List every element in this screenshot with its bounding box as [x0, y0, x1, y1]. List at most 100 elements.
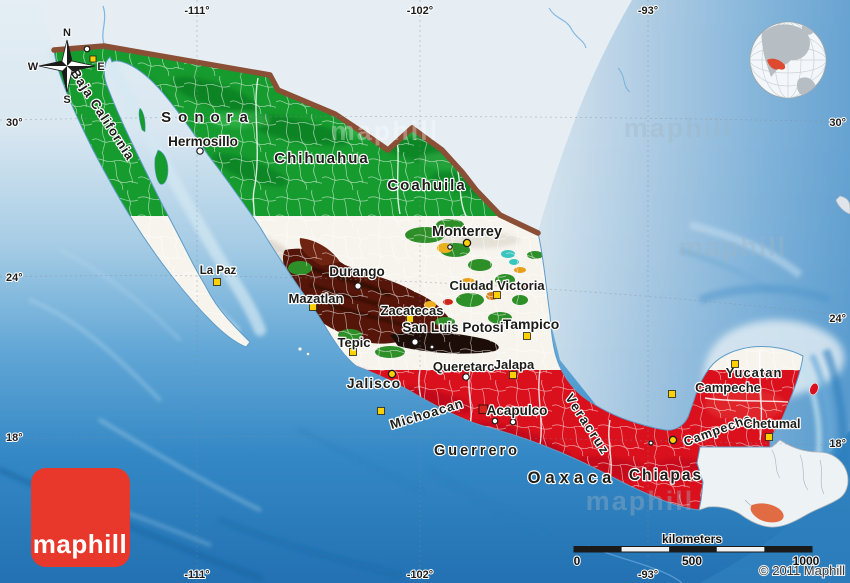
- state-label-chiapas: Chiapas: [629, 467, 703, 484]
- lon-label-bottom: -102°: [407, 569, 433, 581]
- state-label-sonora: Sonora: [161, 109, 255, 126]
- copyright-notice: © 2011 Maphill: [759, 563, 845, 578]
- colorado-river: [102, 5, 106, 45]
- city-label-tampico: Tampico: [503, 316, 560, 332]
- city-marker-queretaro: [462, 373, 470, 381]
- city-marker-small: [648, 440, 654, 446]
- lat-label-left: 30°: [6, 117, 23, 129]
- watermark-text: maphill: [624, 113, 733, 143]
- city-label-zacatecas: Zacatecas: [381, 303, 444, 318]
- islands: [138, 107, 819, 396]
- city-marker-guadalajara: [387, 369, 397, 379]
- watermark-text: maphill: [679, 232, 788, 262]
- town-marker-tampico: [523, 332, 531, 340]
- state-label-coahuila: Coahuila: [387, 177, 466, 194]
- scale-bar: kilometers 0 500 1000: [573, 531, 821, 569]
- town-marker-mazatlan: [309, 303, 317, 311]
- scale-tick-500: 500: [682, 554, 702, 568]
- edge-labels: -111° -102° -93° -111° -102° -93° 30° 24…: [5, 4, 847, 582]
- lat-label-left: 18°: [6, 432, 23, 444]
- city-marker-monterrey: [462, 238, 472, 248]
- city-labels: Hermosillo Monterrey Durango Ciudad Vict…: [167, 133, 802, 432]
- scale-bar-segments: [573, 546, 813, 553]
- lon-label-top: -102°: [407, 5, 433, 17]
- state-label-guerrero: Guerrero: [434, 443, 520, 459]
- rivers: [102, 5, 683, 583]
- cozumel-island: [809, 382, 819, 396]
- city-marker-small: [447, 244, 453, 250]
- lat-label-left: 24°: [6, 272, 23, 284]
- central-america: [696, 439, 849, 528]
- cuba-tip: [835, 195, 850, 215]
- city-label-chetumal: Chetumal: [744, 417, 801, 431]
- central-america-land: [696, 439, 849, 528]
- city-label-mazatlan: Mazatlan: [289, 291, 344, 306]
- city-label-acapulco: Acapulco: [487, 403, 548, 418]
- compass-east-label: E: [97, 61, 104, 73]
- highlighted-neighbor-region: [750, 503, 784, 523]
- lon-label-bottom: -93°: [638, 569, 658, 581]
- town-marker-jalapa: [509, 371, 517, 379]
- town-marker-border-town: [89, 55, 97, 63]
- watermarks: maphill maphill maphill maphill: [331, 113, 788, 516]
- town-marker-la-paz: [213, 278, 221, 286]
- state-label-jalisco: Jalisco: [347, 375, 401, 391]
- watermark-text: maphill: [586, 486, 695, 516]
- lon-label-top: -111°: [184, 5, 209, 17]
- city-label-tepic: Tepic: [338, 335, 371, 350]
- compass-west-label: W: [28, 61, 39, 73]
- city-marker-san-luis-potosi: [411, 338, 419, 346]
- scale-tick-1000: 1000: [793, 554, 820, 568]
- caribbean-deep: [700, 430, 850, 583]
- compass-star-dark-halves: [39, 40, 95, 92]
- lat-label-right: 30°: [829, 117, 846, 129]
- city-marker-hermosillo: [196, 147, 204, 155]
- town-marker-zacatecas: [406, 315, 414, 323]
- compass-north-label: N: [63, 27, 71, 39]
- logo-wordmark[interactable]: maphill: [33, 529, 128, 559]
- lon-label-bottom: -111°: [184, 569, 209, 581]
- city-label-queretaro: Queretaro: [433, 359, 495, 374]
- state-label-chihuahua: Chihuahua: [274, 150, 370, 167]
- city-label-san-luis-potosi: San Luis Potosi: [402, 320, 503, 335]
- city-markers: [83, 45, 773, 446]
- town-marker-tepic: [349, 348, 357, 356]
- gulf-texture: [679, 221, 832, 308]
- town-marker-colima: [377, 407, 385, 415]
- us-border-line: [51, 43, 541, 236]
- town-marker-ciudad-victoria: [493, 291, 501, 299]
- state-label-yucatan: Yucatan: [726, 365, 783, 380]
- city-label-jalapa: Jalapa: [494, 357, 535, 372]
- lat-label-right: 24°: [829, 313, 846, 325]
- watermark-text: maphill: [331, 116, 440, 146]
- marias-island: [297, 346, 303, 352]
- capital-marker: [478, 404, 489, 415]
- ringed-city-dots: [83, 45, 654, 446]
- globe-mexico-highlight: [767, 58, 786, 70]
- major-city-dots: [387, 238, 678, 445]
- town-marker-merida: [731, 360, 739, 368]
- coastal-river: [587, 545, 683, 583]
- town-squares: [89, 55, 773, 441]
- city-marker-tuxtla: [668, 435, 678, 445]
- city-marker-border-city: [83, 45, 91, 53]
- maphill-logo[interactable]: maphill: [31, 468, 130, 567]
- compass-south-label: S: [63, 94, 70, 106]
- compass-rose: N W E S: [27, 26, 106, 107]
- city-label-la-paz: La Paz: [200, 265, 237, 277]
- small-stream: [617, 67, 631, 93]
- marias-island-2: [306, 352, 310, 356]
- city-label-ciudad-victoria: Ciudad Victoria: [449, 278, 545, 293]
- logo-background[interactable]: [31, 468, 130, 567]
- city-marker-durango: [354, 282, 362, 290]
- city-marker-acapulco: [491, 417, 499, 425]
- town-marker-campeche: [668, 390, 676, 398]
- city-marker-small: [429, 344, 435, 350]
- city-label-campeche: Campeche: [695, 380, 761, 395]
- globe-locator: [749, 21, 827, 99]
- tiburon-island: [154, 149, 169, 185]
- city-label-durango: Durango: [329, 264, 385, 279]
- city-label-hermosillo: Hermosillo: [168, 134, 238, 149]
